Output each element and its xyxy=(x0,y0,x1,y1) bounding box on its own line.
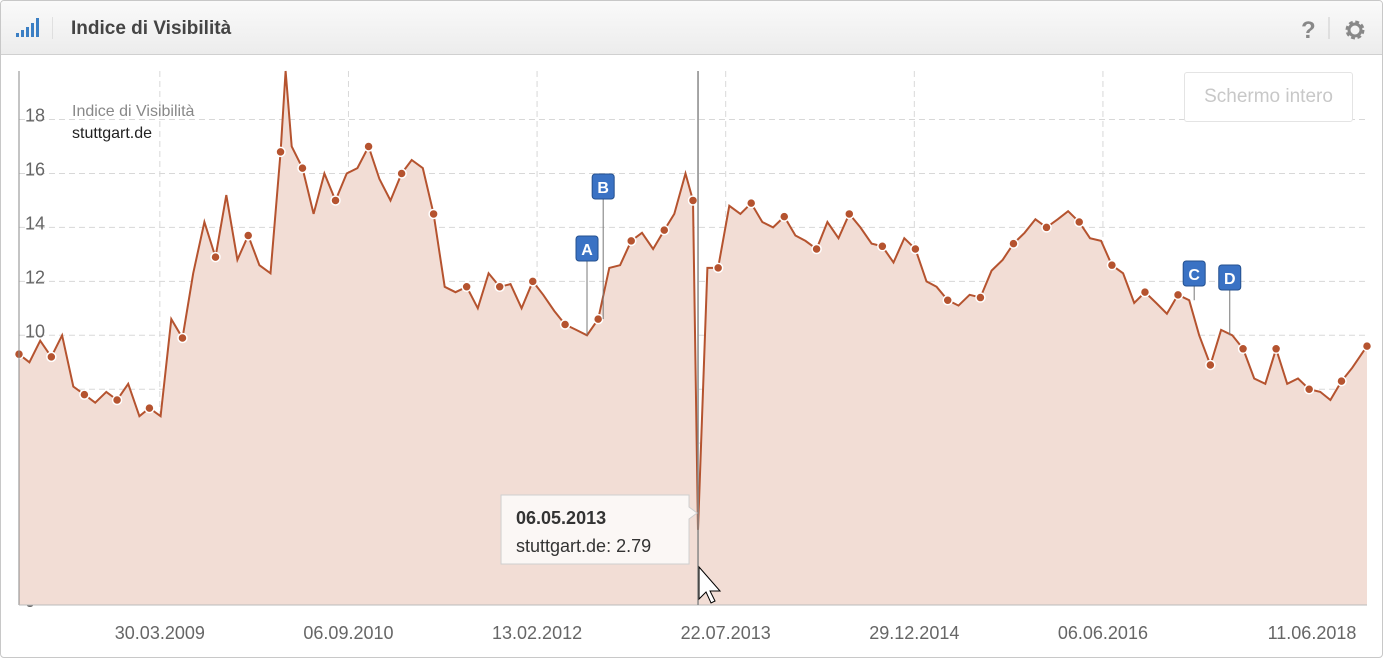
area xyxy=(19,71,1367,605)
point xyxy=(1270,343,1282,355)
annotation-flag xyxy=(1218,264,1242,291)
point xyxy=(461,281,472,293)
point xyxy=(144,402,155,414)
icon xyxy=(16,17,53,39)
legend-entry: stuttgart.de xyxy=(72,125,152,142)
point xyxy=(46,351,57,363)
point xyxy=(297,162,308,174)
x-tick-label: 11.06.2018 xyxy=(1268,623,1357,643)
chart: 02468101214161830.03.200906.09.201013.02… xyxy=(13,70,1373,643)
point xyxy=(1106,259,1118,271)
point xyxy=(1041,222,1052,233)
point xyxy=(111,394,123,406)
annotation-label: D xyxy=(1224,271,1236,288)
point xyxy=(210,251,221,263)
point xyxy=(527,276,539,287)
point xyxy=(625,235,637,247)
point xyxy=(975,292,986,303)
point xyxy=(275,146,286,158)
point xyxy=(494,281,505,293)
point xyxy=(712,262,724,274)
point xyxy=(396,168,407,179)
annotation-flag xyxy=(575,235,599,262)
x-tick-label: 29.12.2014 xyxy=(869,623,959,643)
fullscreen-button[interactable]: Schermo intero xyxy=(1184,72,1353,122)
annotation-label: B xyxy=(597,180,609,197)
point xyxy=(1172,289,1184,301)
x-tick-label: 30.03.2009 xyxy=(115,623,205,643)
cursor xyxy=(698,565,722,604)
title: Indice di Visibilità xyxy=(71,18,232,39)
y-tick-label: 14 xyxy=(25,213,45,233)
point xyxy=(844,208,855,220)
settings-icon[interactable] xyxy=(1345,20,1365,40)
point xyxy=(779,211,790,222)
legend-title: Indice di Visibilità xyxy=(72,103,195,120)
y-tick-label: 12 xyxy=(25,267,45,287)
point xyxy=(1237,343,1249,355)
y-tick-label: 18 xyxy=(25,106,45,126)
x-tick-label: 06.09.2010 xyxy=(303,623,393,643)
annotation-label: C xyxy=(1188,267,1200,284)
point xyxy=(910,243,921,255)
x-tick-label: 06.06.2016 xyxy=(1058,623,1148,643)
tooltip-box xyxy=(500,494,698,565)
point xyxy=(877,241,888,252)
help-icon[interactable]: ? xyxy=(1301,17,1316,44)
point xyxy=(559,319,571,330)
header-tools: ? xyxy=(1301,17,1365,44)
x-tick-label: 13.02.2012 xyxy=(492,623,582,643)
header: Indice di Visibilità ? xyxy=(1,1,1382,55)
annotation-label: A xyxy=(581,242,593,259)
tooltip-text: stuttgart.de: 2.79 xyxy=(516,536,651,556)
point xyxy=(1361,340,1373,352)
point xyxy=(330,195,341,206)
annotation-flag xyxy=(591,173,615,200)
point xyxy=(942,294,953,306)
point xyxy=(659,224,670,236)
point xyxy=(177,332,188,344)
point xyxy=(592,313,604,325)
point xyxy=(242,230,254,241)
y-tick-label: 16 xyxy=(25,159,45,179)
point xyxy=(1336,375,1347,387)
point xyxy=(1303,383,1315,395)
x-tick-label: 22.07.2013 xyxy=(681,623,771,643)
point xyxy=(363,141,374,152)
point xyxy=(428,208,439,220)
annotation-flag xyxy=(1182,260,1206,287)
tooltip-title: 06.05.2013 xyxy=(516,508,606,528)
point xyxy=(745,197,757,209)
point xyxy=(79,389,90,400)
point xyxy=(1008,238,1019,249)
point xyxy=(1139,286,1151,298)
point xyxy=(811,243,822,255)
point xyxy=(687,195,699,206)
y-tick-label: 10 xyxy=(25,321,45,341)
point xyxy=(1073,216,1085,228)
point xyxy=(1205,359,1216,371)
